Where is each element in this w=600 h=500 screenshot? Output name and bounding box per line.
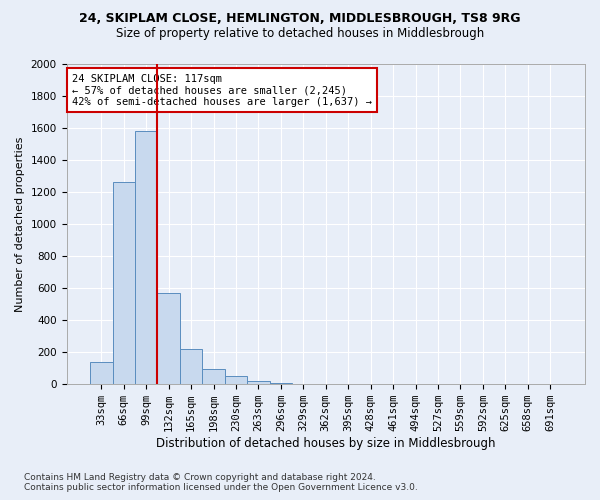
Bar xyxy=(247,381,269,384)
Text: 24, SKIPLAM CLOSE, HEMLINGTON, MIDDLESBROUGH, TS8 9RG: 24, SKIPLAM CLOSE, HEMLINGTON, MIDDLESBR… xyxy=(79,12,521,26)
Text: 24 SKIPLAM CLOSE: 117sqm
← 57% of detached houses are smaller (2,245)
42% of sem: 24 SKIPLAM CLOSE: 117sqm ← 57% of detach… xyxy=(72,74,372,107)
Bar xyxy=(157,293,180,384)
Y-axis label: Number of detached properties: Number of detached properties xyxy=(15,136,25,312)
Bar xyxy=(225,376,247,384)
Bar xyxy=(135,131,157,384)
Bar xyxy=(202,369,225,384)
X-axis label: Distribution of detached houses by size in Middlesbrough: Distribution of detached houses by size … xyxy=(156,437,496,450)
Bar xyxy=(113,182,135,384)
Bar xyxy=(90,362,113,384)
Text: Size of property relative to detached houses in Middlesbrough: Size of property relative to detached ho… xyxy=(116,28,484,40)
Bar xyxy=(180,349,202,384)
Text: Contains HM Land Registry data © Crown copyright and database right 2024.
Contai: Contains HM Land Registry data © Crown c… xyxy=(24,473,418,492)
